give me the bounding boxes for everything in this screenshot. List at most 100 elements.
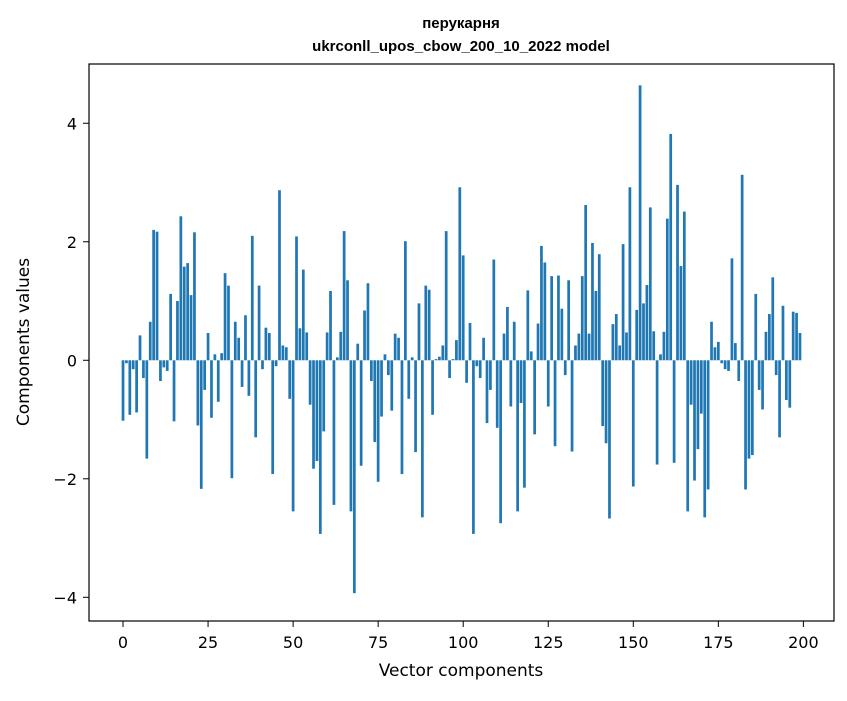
bar [608,360,611,519]
bar [400,360,404,475]
bar [730,258,734,361]
bar [567,280,571,361]
bar [716,341,720,361]
bar [288,360,292,399]
bar [577,333,581,361]
bar [523,360,526,488]
bar [645,285,649,361]
bar [512,321,516,361]
x-tick-label: 200 [788,633,819,652]
bar [244,315,247,361]
bar [689,360,693,405]
bar [196,360,200,426]
bar [747,360,751,459]
bar [472,360,475,534]
bar [703,360,707,518]
bar [376,360,380,482]
bar [182,266,186,361]
bar [601,360,605,427]
bar [210,360,213,418]
bar [254,360,258,438]
bar [308,360,312,405]
bar [427,289,431,361]
bar [431,360,434,415]
bar [315,360,319,462]
bar [580,276,584,361]
bar [591,242,594,361]
x-tick-label: 25 [198,633,218,652]
bar [706,360,710,490]
bar [305,332,309,361]
bar [363,310,366,361]
bar [696,360,700,450]
bar [795,312,798,361]
bar [335,357,339,361]
bar [346,280,349,361]
bar [594,290,598,361]
bar [744,360,747,490]
bar [482,337,485,361]
bar [438,356,441,361]
bar [404,241,407,361]
bar [233,321,237,361]
bar [665,218,669,361]
y-tick-label: 2 [67,233,77,252]
bar [291,360,295,512]
bar [342,231,346,361]
bar [669,133,673,361]
chart-title: перукарня [422,15,500,32]
bar [536,323,540,361]
bar [570,360,574,452]
bar [785,360,788,400]
bar [676,184,679,361]
bar [155,231,159,361]
bar [213,354,217,361]
bar [771,277,775,361]
bar [339,331,343,361]
bar [465,360,468,383]
bar [543,262,547,361]
bar [455,340,458,361]
bar [295,236,298,361]
y-tick-label: −2 [53,470,77,489]
bar [495,360,499,428]
bar [261,360,264,370]
x-tick-label: 75 [368,633,388,652]
bar [145,360,149,459]
bar [271,360,275,475]
bar [128,360,132,415]
bar [121,360,125,421]
x-axis-label: Vector components [379,661,544,681]
bar [142,360,145,379]
bar [489,360,492,390]
bar [754,293,758,361]
bar [240,360,244,387]
bar [557,275,560,361]
bar [162,360,166,368]
bar-series [121,85,802,594]
bar [366,283,370,361]
bar [652,331,656,361]
bar [740,174,744,361]
bar [618,345,622,361]
y-tick-label: 0 [67,351,77,370]
bar [458,187,462,361]
bar [614,314,618,361]
bar [757,360,761,390]
bar [230,360,234,479]
bar [227,285,230,361]
bar [352,360,356,594]
bar [301,269,305,361]
bar [448,360,451,379]
bar [373,360,377,443]
bar [628,187,632,361]
bar [635,309,639,361]
chart-subtitle: ukrconll_upos_cbow_200_10_2022 model [312,38,610,55]
bar [131,360,135,370]
bar [148,321,152,361]
y-axis-label: Components values [14,258,34,426]
bar [179,216,183,361]
bar [550,276,554,361]
bar [186,263,190,361]
bar [621,244,625,361]
